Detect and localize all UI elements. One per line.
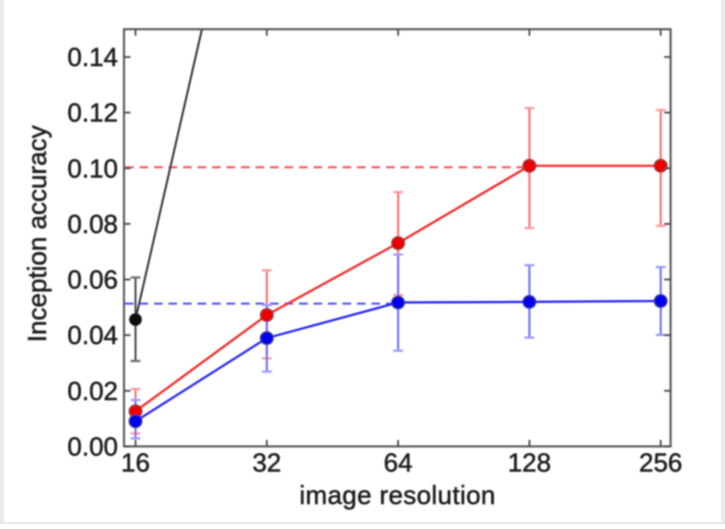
svg-text:image resolution: image resolution — [299, 480, 495, 510]
svg-text:32: 32 — [252, 448, 281, 478]
svg-text:0.12: 0.12 — [67, 98, 118, 128]
svg-text:0.06: 0.06 — [67, 265, 118, 295]
svg-text:128: 128 — [508, 448, 551, 478]
svg-text:0.10: 0.10 — [67, 153, 118, 183]
svg-text:0.14: 0.14 — [67, 42, 118, 72]
svg-text:16: 16 — [121, 448, 150, 478]
svg-text:0.02: 0.02 — [67, 376, 118, 406]
svg-text:0.08: 0.08 — [67, 209, 118, 239]
svg-text:256: 256 — [639, 448, 682, 478]
svg-text:0.00: 0.00 — [67, 431, 118, 461]
svg-text:Inception accuracy: Inception accuracy — [22, 125, 52, 342]
svg-text:64: 64 — [384, 448, 413, 478]
svg-text:0.04: 0.04 — [67, 320, 118, 350]
